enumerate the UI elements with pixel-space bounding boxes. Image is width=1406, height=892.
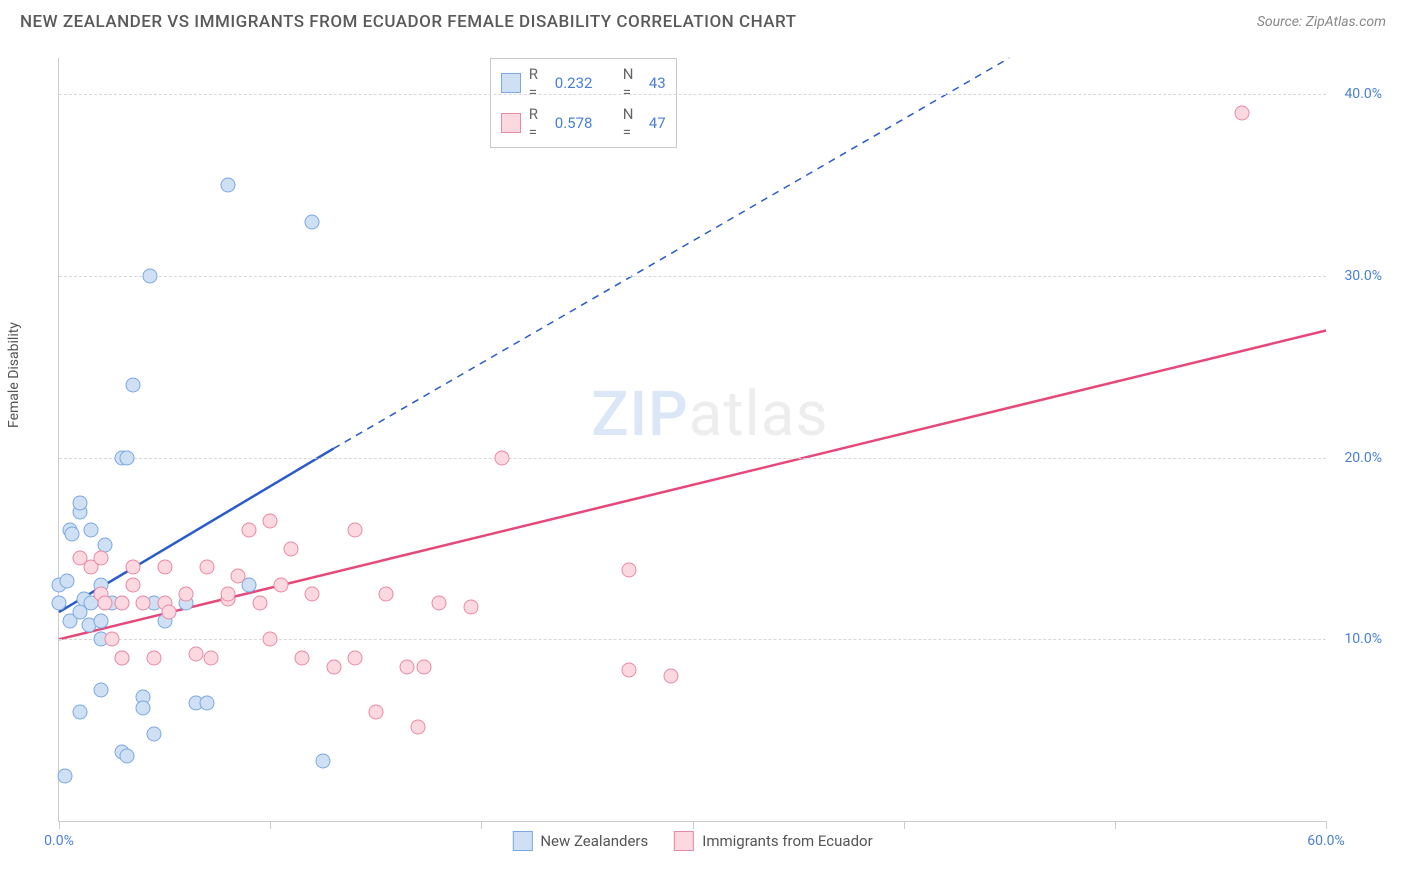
data-point [263, 514, 278, 529]
xtick [59, 821, 60, 829]
xtick [481, 821, 482, 829]
data-point [119, 450, 134, 465]
data-point [220, 178, 235, 193]
data-point [73, 705, 88, 720]
data-point [125, 559, 140, 574]
data-point [199, 695, 214, 710]
xtick [904, 821, 905, 829]
data-point [347, 523, 362, 538]
data-point [94, 683, 109, 698]
data-point [242, 523, 257, 538]
data-point [273, 577, 288, 592]
data-point [136, 596, 151, 611]
data-point [305, 586, 320, 601]
legend-row-pink: R =0.578 N =47 [501, 103, 666, 143]
data-point [368, 705, 383, 720]
data-point [199, 559, 214, 574]
data-point [284, 541, 299, 556]
data-point [125, 378, 140, 393]
gridline [59, 276, 1326, 277]
data-point [104, 632, 119, 647]
legend-item-blue: New Zealanders [512, 831, 648, 851]
data-point [220, 586, 235, 601]
data-point [417, 659, 432, 674]
gridline [59, 458, 1326, 459]
chart-title: NEW ZEALANDER VS IMMIGRANTS FROM ECUADOR… [20, 12, 797, 32]
gridline [59, 639, 1326, 640]
data-point [98, 596, 113, 611]
data-point [73, 496, 88, 511]
series-legend: New Zealanders Immigrants from Ecuador [512, 831, 872, 851]
data-point [204, 650, 219, 665]
data-point [294, 650, 309, 665]
data-point [231, 568, 246, 583]
legend-row-blue: R =0.232 N =43 [501, 63, 666, 103]
data-point [305, 214, 320, 229]
xtick [1326, 821, 1327, 829]
swatch-pink [501, 113, 521, 133]
data-point [379, 586, 394, 601]
data-point [157, 559, 172, 574]
data-point [147, 650, 162, 665]
data-point [119, 748, 134, 763]
data-point [622, 563, 637, 578]
source-attribution: Source: ZipAtlas.com [1257, 14, 1386, 30]
data-point [115, 596, 130, 611]
data-point [83, 523, 98, 538]
data-point [58, 768, 73, 783]
swatch-blue [512, 831, 532, 851]
data-point [94, 614, 109, 629]
xtick [693, 821, 694, 829]
data-point [64, 526, 79, 541]
data-point [347, 650, 362, 665]
chart-container: Female Disability ZIPatlas R =0.232 N =4… [44, 48, 1386, 852]
data-point [252, 596, 267, 611]
data-point [664, 668, 679, 683]
data-point [410, 719, 425, 734]
ytick-label: 10.0% [1344, 631, 1382, 647]
data-point [142, 269, 157, 284]
data-point [189, 646, 204, 661]
data-point [115, 650, 130, 665]
trend-line [59, 331, 1326, 640]
data-point [263, 632, 278, 647]
xtick-label: 0.0% [44, 833, 74, 849]
data-point [125, 577, 140, 592]
xtick [270, 821, 271, 829]
data-point [495, 450, 510, 465]
data-point [326, 659, 341, 674]
gridline [59, 94, 1326, 95]
ytick-label: 40.0% [1344, 86, 1382, 102]
data-point [60, 574, 75, 589]
xtick-label: 60.0% [1307, 833, 1345, 849]
data-point [136, 701, 151, 716]
data-point [178, 586, 193, 601]
swatch-blue [501, 73, 521, 93]
data-point [1234, 105, 1249, 120]
data-point [147, 726, 162, 741]
plot-area: ZIPatlas R =0.232 N =43 R =0.578 N =47 N… [58, 58, 1326, 822]
data-point [463, 599, 478, 614]
trend-lines-layer [59, 58, 1326, 821]
data-point [161, 605, 176, 620]
data-point [94, 550, 109, 565]
ytick-label: 30.0% [1344, 268, 1382, 284]
ytick-label: 20.0% [1344, 450, 1382, 466]
data-point [400, 659, 415, 674]
xtick [1115, 821, 1116, 829]
correlation-legend: R =0.232 N =43 R =0.578 N =47 [490, 58, 677, 148]
swatch-pink [674, 831, 694, 851]
y-axis-label: Female Disability [6, 322, 22, 428]
data-point [52, 596, 67, 611]
legend-item-pink: Immigrants from Ecuador [674, 831, 872, 851]
data-point [432, 596, 447, 611]
data-point [622, 663, 637, 678]
data-point [315, 754, 330, 769]
